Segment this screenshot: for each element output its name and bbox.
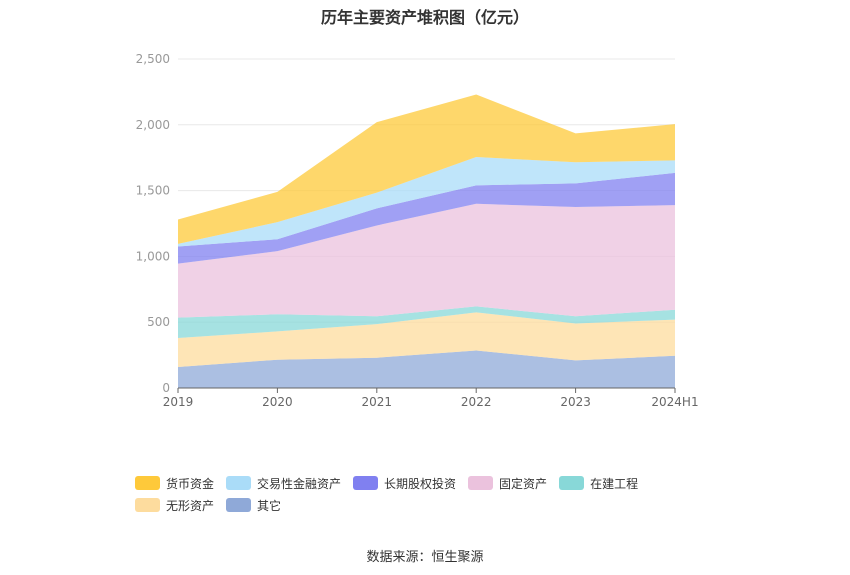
- x-tick-label: 2023: [560, 395, 591, 409]
- x-tick-label: 2020: [262, 395, 293, 409]
- x-tick-label: 2019: [163, 395, 194, 409]
- legend-swatch: [559, 476, 585, 490]
- chart-title: 历年主要资产堆积图（亿元）: [320, 8, 529, 27]
- legend-item[interactable]: 长期股权投资: [353, 472, 456, 494]
- legend-label: 在建工程: [590, 476, 639, 491]
- area-series: [178, 312, 675, 367]
- y-tick-label: 2,500: [136, 52, 170, 66]
- x-tick-label: 2021: [362, 395, 393, 409]
- area-series: [178, 203, 675, 318]
- y-tick-label: 1,500: [136, 184, 170, 198]
- legend-label: 无形资产: [166, 498, 215, 513]
- legend-swatch: [353, 476, 379, 490]
- legend-swatch: [226, 498, 252, 512]
- x-tick-label: 2022: [461, 395, 492, 409]
- legend-swatch: [135, 498, 160, 512]
- x-tick-label: 2024H1: [651, 395, 698, 409]
- legend-swatch: [468, 476, 494, 490]
- chart-legend: 货币资金 交易性金融资产 长期股权投资 固定资产 在建工程无形资产 其它: [135, 472, 735, 516]
- legend-label: 其它: [257, 498, 282, 513]
- legend-item[interactable]: 无形资产: [135, 494, 214, 516]
- area-series: [178, 306, 675, 338]
- legend-item[interactable]: 交易性金融资产: [226, 472, 341, 494]
- legend-item[interactable]: 固定资产: [468, 472, 547, 494]
- legend-item[interactable]: 在建工程: [559, 472, 638, 494]
- y-tick-label: 2,000: [136, 118, 170, 132]
- legend-swatch: [135, 476, 160, 490]
- legend-item[interactable]: 其它: [226, 494, 281, 516]
- area-series: [178, 157, 675, 247]
- legend-label: 长期股权投资: [384, 476, 457, 491]
- legend-label: 货币资金: [166, 476, 215, 491]
- legend-label: 固定资产: [499, 476, 548, 491]
- area-series: [178, 94, 675, 244]
- area-series: [178, 172, 675, 264]
- legend-item[interactable]: 货币资金: [135, 472, 214, 494]
- legend-swatch: [226, 476, 252, 490]
- y-tick-label: 500: [147, 315, 170, 329]
- legend-label: 交易性金融资产: [257, 476, 342, 491]
- y-tick-label: 1,000: [136, 249, 170, 263]
- area-series: [178, 350, 675, 388]
- data-source-note: 数据来源：恒生聚源: [366, 550, 484, 565]
- y-tick-label: 0: [162, 381, 170, 395]
